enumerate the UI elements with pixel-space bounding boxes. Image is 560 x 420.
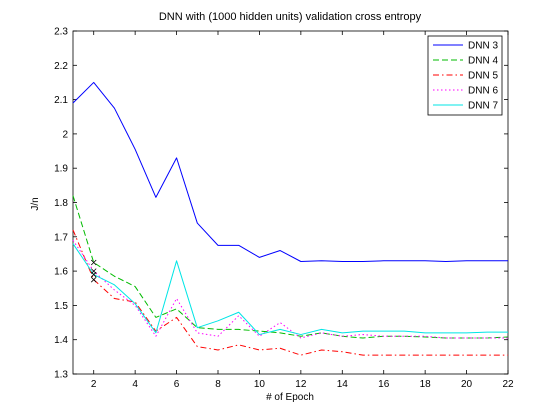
chart-title: DNN with (1000 hidden units) validation … — [159, 11, 422, 23]
y-tick-label: 1.4 — [54, 335, 68, 346]
y-axis-label: J/n — [30, 197, 41, 210]
y-tick-label: 1.5 — [54, 301, 68, 312]
y-tick-label: 1.9 — [54, 164, 68, 175]
x-tick-label: 12 — [295, 379, 307, 390]
legend-label: DNN 5 — [468, 71, 498, 82]
series-line-dnn-5 — [72, 229, 508, 356]
legend-label: DNN 6 — [468, 86, 498, 97]
x-marker — [90, 271, 97, 278]
y-tick-label: 2.2 — [54, 61, 68, 72]
x-tick-label: 22 — [502, 379, 514, 390]
x-marker — [90, 276, 97, 283]
legend-box — [427, 35, 503, 116]
y-tick-label: 1.6 — [54, 267, 68, 278]
x-tick-label: 14 — [337, 379, 349, 390]
x-tick-label: 10 — [254, 379, 266, 390]
y-tick-label: 2.3 — [54, 27, 68, 38]
legend-label: DNN 4 — [468, 56, 498, 67]
x-axis: 2 4 6 8 10 12 14 16 18 20 22 — [91, 31, 514, 390]
y-axis: 1.3 1.4 1.5 1.6 1.7 1.8 1.9 2 2.1 2.2 2.3 — [54, 27, 508, 381]
x-tick-label: 16 — [378, 379, 390, 390]
legend: DNN 3 DNN 4 DNN 5 DNN 6 DNN 7 — [427, 35, 503, 116]
series-line-dnn-3 — [72, 81, 508, 262]
y-tick-label: 2 — [62, 129, 68, 140]
legend-label: DNN 3 — [468, 41, 498, 52]
x-tick-label: 4 — [132, 379, 138, 390]
marker-layer — [90, 259, 97, 283]
x-tick-label: 2 — [91, 379, 97, 390]
x-tick-label: 18 — [420, 379, 432, 390]
y-tick-label: 1.7 — [54, 232, 68, 243]
series-layer — [72, 81, 509, 356]
series-line-dnn-6 — [72, 239, 508, 339]
x-tick-label: 20 — [461, 379, 473, 390]
x-tick-label: 6 — [174, 379, 180, 390]
x-tick-label: 8 — [215, 379, 221, 390]
y-tick-label: 2.1 — [54, 95, 68, 106]
y-tick-label: 1.3 — [54, 370, 68, 381]
legend-label: DNN 7 — [468, 101, 498, 112]
x-axis-label: # of Epoch — [266, 392, 314, 403]
series-line-dnn-7 — [72, 243, 508, 336]
y-tick-label: 1.8 — [54, 198, 68, 209]
x-marker — [90, 259, 97, 266]
